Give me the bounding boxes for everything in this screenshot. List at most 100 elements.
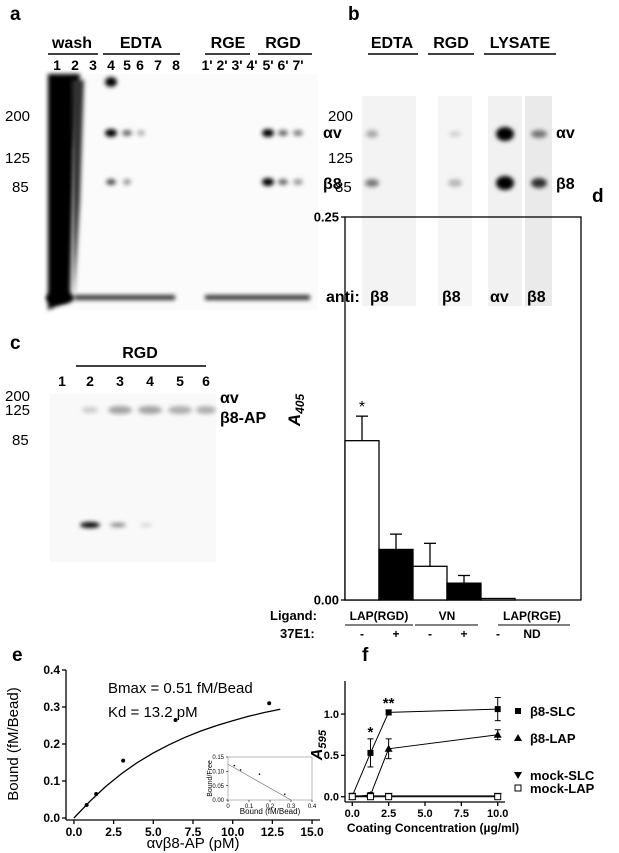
lane-number: 4' — [246, 57, 257, 73]
x-tick-label: - — [428, 627, 432, 641]
y-tick-label: 0.25 — [314, 210, 339, 225]
smear — [48, 74, 80, 310]
point — [121, 758, 126, 763]
antibody: β8 — [527, 289, 546, 306]
group-label: wash — [51, 35, 92, 52]
lane-number: 7 — [154, 57, 162, 73]
lane-number: 2' — [216, 57, 227, 73]
group-label: RGE — [211, 35, 246, 52]
y-tick-label: 0.10 — [212, 769, 224, 775]
y-axis-label: A405 — [285, 394, 307, 428]
group-label: LAP(RGE) — [503, 609, 561, 623]
group-label: RGD — [433, 35, 469, 52]
x-tick-label: ND — [523, 627, 541, 641]
fit-curve — [73, 708, 281, 819]
fit-curve — [227, 763, 292, 801]
lane-number: 6' — [277, 57, 288, 73]
y-axis-label: Bound/Free — [207, 760, 214, 797]
gel-b: b EDTA RGD LYSATE 200 125 85 αv β8 anti:… — [326, 4, 575, 306]
row-label: 37E1: — [280, 626, 315, 641]
x-tick-label: 0.3 — [287, 804, 296, 810]
group-label: EDTA — [120, 35, 163, 52]
series-line — [351, 708, 498, 797]
marker-label: 200 — [5, 388, 30, 405]
band-label: β8 — [323, 176, 342, 193]
point — [267, 701, 272, 706]
antibody: β8 — [442, 289, 461, 306]
x-tick-label: 2.5 — [381, 808, 396, 820]
marker — [493, 730, 502, 738]
antibody-label: anti: — [326, 289, 360, 306]
point — [173, 717, 178, 722]
band-label: β8-AP — [220, 410, 267, 427]
x-tick-label: 7.5 — [454, 808, 469, 820]
y-axis-label: Bound (fM/Bead) — [5, 687, 22, 800]
lane-number: 1 — [58, 373, 66, 389]
marker — [514, 772, 522, 779]
y-axis-label: A595 — [309, 729, 329, 761]
y-axis-label-sub: 405 — [293, 394, 307, 415]
panel-label: b — [348, 4, 360, 25]
lane-number: 8 — [172, 57, 180, 73]
lane-number: 3' — [231, 57, 242, 73]
annotation: * — [368, 724, 374, 741]
x-tick-label: 0.0 — [345, 808, 360, 820]
x-tick-label: - — [496, 627, 500, 641]
marker — [514, 734, 522, 741]
marker — [515, 708, 521, 714]
bands — [80, 406, 216, 528]
lane-number: 1 — [53, 57, 61, 73]
legend-label: mock-LAP — [530, 781, 595, 796]
lane-number: 4 — [146, 373, 154, 389]
marker — [385, 709, 392, 716]
marker — [514, 784, 522, 792]
plot-frame — [227, 756, 313, 801]
marker — [494, 706, 501, 713]
marker-label: 85 — [12, 432, 29, 449]
lane-number: 5' — [262, 57, 273, 73]
x-tick-label: 0.1 — [245, 804, 254, 810]
x-axis-label: Bound (fM/Bead) — [240, 807, 301, 816]
y-tick-label: 0.0 — [43, 811, 60, 825]
marker-label: 125 — [5, 150, 30, 167]
y-tick-label: 0.4 — [43, 663, 60, 677]
lane-number: 5 — [123, 57, 131, 73]
y-tick-label: 0.00 — [212, 798, 224, 804]
marker — [366, 793, 374, 801]
band-label: αv — [556, 125, 575, 142]
panel-label: e — [12, 645, 23, 666]
y-tick-label: 0.05 — [212, 784, 224, 790]
x-tick-label: 0 — [226, 804, 230, 810]
y-tick-label: 0.2 — [43, 737, 60, 751]
lane-number: 2 — [86, 373, 94, 389]
group-label: VN — [439, 609, 456, 623]
gel — [50, 394, 216, 562]
gel — [438, 96, 472, 306]
lane-number: 2 — [71, 57, 79, 73]
x-tick-label: - — [360, 627, 364, 641]
x-tick-label: 5.0 — [417, 808, 432, 820]
legend-label: β8-LAP — [530, 731, 576, 746]
group-label: EDTA — [371, 35, 414, 52]
band-label: αv — [220, 390, 239, 407]
marker — [494, 793, 502, 801]
y-tick-label: 0.3 — [43, 700, 60, 714]
bar — [378, 548, 414, 601]
marker-label: 200 — [328, 108, 353, 125]
bands — [365, 127, 547, 190]
x-tick-label: 5.0 — [145, 825, 162, 839]
smear — [72, 80, 84, 300]
bar — [412, 565, 448, 601]
gel — [525, 96, 552, 306]
panel-label: a — [10, 4, 21, 25]
annotation: Bmax = 0.51 fM/Bead — [108, 680, 253, 697]
marker — [367, 749, 374, 756]
x-axis-label: αvβ8-AP (pM) — [147, 835, 240, 852]
lane-number: 7' — [292, 57, 303, 73]
x-tick-label: 15.0 — [300, 825, 324, 839]
marker — [385, 793, 393, 801]
marker-label: 85 — [335, 179, 352, 196]
lane-number: 3 — [116, 373, 124, 389]
group-label: RGD — [265, 35, 301, 52]
